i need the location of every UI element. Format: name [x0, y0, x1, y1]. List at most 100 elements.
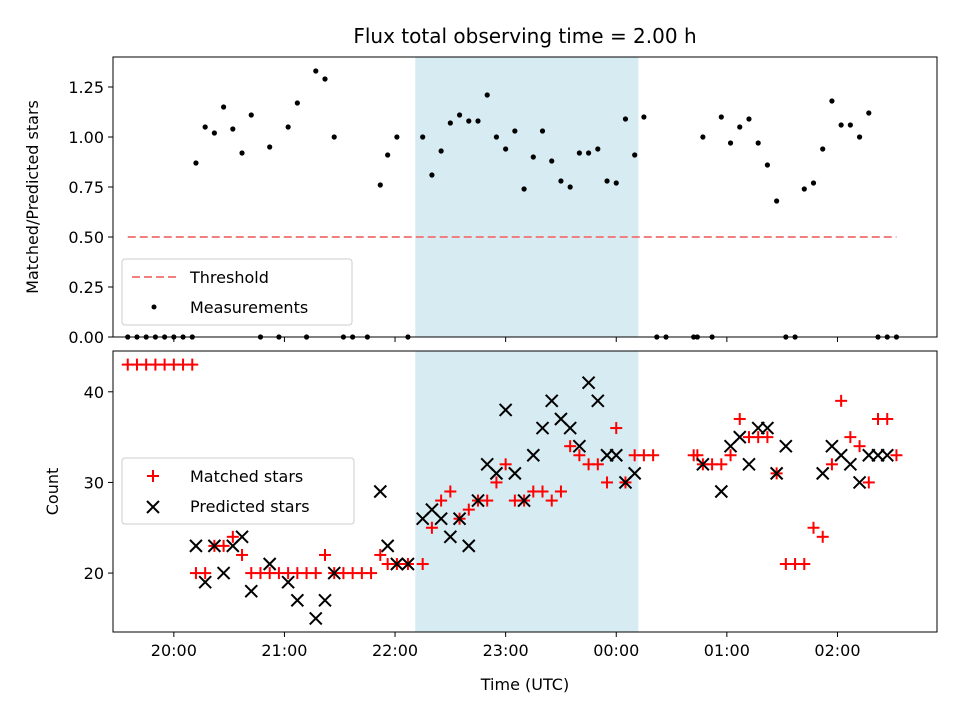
measurement-point — [755, 140, 761, 146]
measurement-point — [285, 124, 291, 130]
matched-star-marker — [564, 440, 577, 453]
cross-stroke-b — [498, 403, 513, 417]
predicted-star-marker — [769, 466, 784, 481]
matched-star-marker — [825, 458, 838, 471]
matched-star-marker — [835, 394, 848, 407]
matched-star-marker — [573, 449, 586, 462]
cross-stroke-b — [309, 611, 323, 626]
measurement-point — [385, 152, 391, 158]
cross-stroke-b — [627, 466, 642, 481]
cross-stroke-b — [373, 484, 388, 499]
predicted-star-marker — [198, 575, 212, 589]
top-y-ticks: 0.00 0.25 0.50 0.75 1.00 1.25 — [68, 78, 113, 347]
predicted-star-marker — [760, 421, 775, 435]
cross-stroke-b — [843, 457, 858, 472]
measurement-point — [585, 150, 592, 156]
matched-star-marker — [236, 548, 249, 561]
measurement-point — [493, 134, 500, 140]
x-tick-label: 02:00 — [814, 641, 860, 660]
measurement-point — [576, 150, 582, 156]
bottom-x-ticks: 20:00 21:00 22:00 23:00 00:00 01:00 02:00 — [151, 632, 861, 660]
predicted-star-marker — [816, 466, 830, 481]
measurement-point — [503, 146, 509, 152]
y-tick-label: 0.75 — [68, 178, 104, 197]
predicted-star-marker — [401, 557, 415, 571]
y-tick-label: 20 — [84, 564, 104, 583]
measurement-point — [604, 178, 610, 184]
measurement-point — [313, 68, 319, 74]
cross-stroke-b — [779, 439, 793, 453]
matched-star-marker — [724, 449, 737, 462]
predicted-star-marker — [572, 439, 587, 453]
predicted-star-marker — [262, 557, 277, 571]
measurement-point — [622, 116, 629, 122]
predicted-star-marker — [591, 394, 605, 408]
predicted-star-marker — [189, 539, 203, 553]
cross-stroke-b — [816, 466, 830, 481]
measurement-point — [700, 134, 706, 140]
predicted-star-marker — [880, 448, 894, 462]
cross-stroke-b — [609, 448, 623, 462]
measurement-point — [764, 162, 771, 168]
legend-matched-swatch — [147, 470, 159, 482]
matched-star-marker — [226, 530, 239, 543]
measurement-point — [558, 178, 564, 184]
cross-stroke-b — [434, 511, 448, 526]
cross-stroke-b — [489, 466, 504, 481]
x-tick-label: 20:00 — [151, 641, 197, 660]
top-axes-frame — [112, 56, 938, 338]
top-panel: 0.00 0.25 0.50 0.75 1.00 1.25 Flux total obse… — [23, 24, 938, 347]
cross-stroke-b — [591, 394, 605, 408]
predicted-star-marker — [526, 448, 541, 462]
matched-star-marker — [374, 548, 387, 561]
x-tick-label: 22:00 — [372, 641, 418, 660]
top-legend-box — [121, 258, 353, 326]
measurement-point — [456, 112, 463, 118]
predicted-star-marker — [452, 511, 467, 526]
matched-star-marker — [425, 521, 438, 534]
cross-stroke-b — [198, 575, 212, 589]
predicted-star-marker — [517, 493, 531, 508]
measurement-point — [866, 110, 872, 116]
y-tick-label: 1.25 — [68, 78, 104, 97]
cross-stroke-b — [452, 511, 467, 526]
matched-star-marker — [545, 494, 558, 507]
predicted-star-marker — [443, 530, 458, 544]
cross-stroke-b — [769, 466, 784, 481]
cross-stroke-b — [380, 539, 395, 553]
matched-star-marker — [309, 567, 322, 580]
measurement-point — [294, 100, 300, 106]
measurement-point — [466, 118, 472, 124]
cross-stroke-b — [462, 539, 476, 553]
matched-star-marker — [444, 485, 457, 498]
matched-star-marker — [481, 494, 494, 507]
cross-stroke-b — [742, 457, 756, 472]
matched-star-marker — [844, 431, 857, 444]
cross-stroke-b — [281, 575, 295, 589]
top-y-axis-label: Matched/Predicted stars — [23, 100, 42, 294]
cross-stroke-b — [880, 448, 894, 462]
predicted-star-marker — [434, 511, 448, 526]
predicted-star-marker — [545, 394, 559, 408]
predicted-star-marker — [563, 421, 577, 435]
measurement-point — [737, 124, 743, 130]
matched-star-marker — [798, 558, 811, 571]
predicted-star-marker — [390, 557, 404, 571]
matched-star-marker — [591, 458, 604, 471]
y-tick-label: 0.50 — [68, 228, 104, 247]
measurement-point — [512, 128, 518, 134]
predicted-star-marker — [714, 484, 729, 499]
cross-stroke-b — [235, 530, 249, 544]
predicted-star-marker — [498, 403, 513, 417]
cross-stroke-b — [714, 484, 729, 499]
predicted-star-marker — [244, 584, 258, 598]
predicted-star-marker — [318, 593, 332, 607]
cross-stroke-b — [327, 566, 341, 580]
predicted-star-marker — [742, 457, 756, 472]
measurement-point — [820, 146, 826, 152]
predicted-star-marker — [373, 484, 388, 499]
measurement-points — [125, 68, 900, 340]
measurement-point — [567, 184, 573, 190]
cross-stroke-b — [443, 530, 458, 544]
